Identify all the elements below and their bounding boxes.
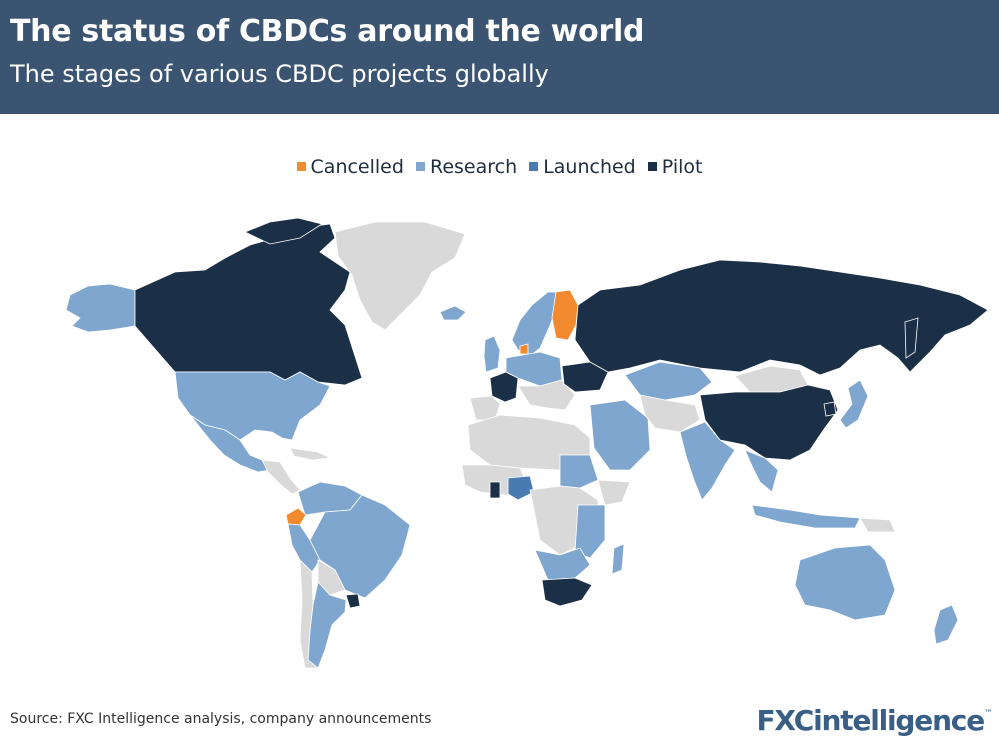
legend-swatch-pilot bbox=[647, 162, 657, 171]
region-kazakhstan bbox=[624, 361, 713, 401]
region-southeast-asia bbox=[744, 449, 779, 493]
region-south-africa bbox=[541, 577, 593, 607]
region-horn-of-africa bbox=[597, 479, 631, 506]
region-indonesia bbox=[751, 504, 861, 529]
region-southern-europe bbox=[517, 379, 576, 411]
region-iberia bbox=[469, 395, 501, 421]
region-new-zealand bbox=[933, 604, 959, 645]
region-bolivia bbox=[317, 559, 346, 596]
region-australia bbox=[794, 544, 896, 621]
region-uruguay bbox=[345, 593, 361, 609]
region-china bbox=[699, 384, 839, 461]
legend-swatch-launched bbox=[529, 162, 539, 171]
region-central-america bbox=[261, 459, 301, 495]
region-alaska bbox=[65, 283, 136, 333]
legend: Cancelled Research Launched Pilot bbox=[0, 156, 999, 178]
page-subtitle: The stages of various CBDC projects glob… bbox=[10, 60, 549, 88]
region-ecuador bbox=[285, 507, 307, 526]
trademark-mark: ™ bbox=[984, 709, 993, 719]
legend-item-launched: Launched bbox=[529, 156, 636, 178]
region-central-asia-south bbox=[639, 394, 701, 433]
legend-item-cancelled: Cancelled bbox=[296, 156, 404, 178]
region-caribbean bbox=[289, 447, 332, 461]
fxc-intelligence-logo: FXCintelligence™ bbox=[756, 704, 993, 737]
region-russia-east bbox=[904, 317, 919, 359]
region-papua bbox=[859, 517, 896, 533]
region-ghana bbox=[489, 481, 501, 499]
region-greenland bbox=[334, 221, 466, 331]
legend-swatch-research bbox=[415, 162, 425, 171]
legend-item-research: Research bbox=[415, 156, 518, 178]
region-chile bbox=[299, 558, 320, 669]
legend-item-pilot: Pilot bbox=[647, 156, 703, 178]
region-middle-east bbox=[589, 399, 651, 471]
region-brazil bbox=[309, 494, 411, 599]
region-denmark bbox=[519, 343, 529, 355]
region-sudan bbox=[559, 454, 599, 489]
source-note: Source: FXC Intelligence analysis, compa… bbox=[10, 711, 432, 727]
region-india bbox=[679, 421, 736, 501]
region-united-kingdom bbox=[483, 335, 501, 373]
legend-swatch-cancelled bbox=[296, 162, 306, 171]
legend-label-research: Research bbox=[429, 156, 518, 178]
region-east-africa bbox=[574, 504, 606, 559]
region-russia bbox=[574, 259, 989, 376]
header-banner: The status of CBDCs around the world The… bbox=[0, 0, 999, 114]
region-canada bbox=[134, 223, 363, 386]
page-title: The status of CBDCs around the world bbox=[10, 14, 645, 49]
legend-label-launched: Launched bbox=[543, 156, 636, 178]
region-canada-arctic bbox=[244, 217, 324, 245]
region-finland bbox=[551, 289, 579, 341]
region-nigeria bbox=[507, 475, 535, 501]
legend-label-cancelled: Cancelled bbox=[310, 156, 404, 178]
region-argentina bbox=[307, 581, 347, 669]
region-south-korea bbox=[823, 401, 837, 417]
region-france bbox=[489, 371, 519, 403]
region-japan bbox=[839, 379, 869, 429]
region-madagascar bbox=[611, 543, 625, 575]
region-peru bbox=[287, 523, 321, 573]
logo-text: FXCintelligence bbox=[756, 704, 985, 737]
region-united-states bbox=[174, 371, 331, 441]
region-iceland bbox=[439, 305, 467, 321]
legend-label-pilot: Pilot bbox=[661, 156, 703, 178]
